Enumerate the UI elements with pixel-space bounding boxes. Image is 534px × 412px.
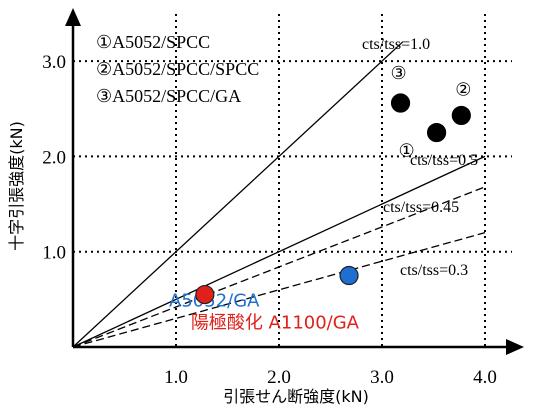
- point-label: 陽極酸化 A1100/GA: [191, 313, 360, 334]
- ratio-line: [72, 155, 486, 348]
- ratio-line-label: cts/tss=0.5: [410, 152, 478, 169]
- axes: [65, 8, 524, 355]
- ratio-line: [72, 186, 486, 348]
- legend-entry: ③A5052/SPCC/GA: [96, 86, 241, 106]
- point-marker-label: ③: [390, 63, 406, 84]
- ratio-line-label: cts/tss=1.0: [362, 36, 430, 53]
- point-marker-label: ②: [455, 79, 471, 100]
- ratio-line: [72, 41, 404, 348]
- data-point: [426, 122, 447, 143]
- y-axis-arrowhead: [65, 8, 81, 26]
- y-tick-label: 2.0: [42, 147, 66, 168]
- legend: ①A5052/SPCC ②A5052/SPCC/SPCC ③A5052/SPCC/G…: [96, 32, 259, 106]
- data-point: [451, 105, 471, 126]
- data-point: [390, 93, 411, 113]
- y-axis-title: 十字引張強度(kN): [7, 121, 26, 251]
- legend-entry: ①A5052/SPCC: [96, 32, 210, 52]
- y-tick-label: 1.0: [42, 243, 66, 264]
- ratio-line-label: cts/tss=0.45: [383, 199, 459, 216]
- x-tick-label: 1.0: [164, 367, 188, 388]
- y-tick-label: 3.0: [42, 52, 66, 73]
- ratio-line-label: cts/tss=0.3: [400, 262, 468, 279]
- x-tick-label: 2.0: [267, 367, 291, 388]
- data-point: [339, 265, 359, 286]
- x-axis-title: 引張せん断強度(kN): [223, 387, 369, 406]
- tick-labels: 1.0 2.0 3.0 4.0 1.0 2.0 3.0: [42, 52, 497, 388]
- x-tick-label: 4.0: [473, 367, 497, 388]
- grid-lines: [73, 14, 512, 347]
- legend-entry: ②A5052/SPCC/SPCC: [96, 59, 259, 79]
- x-tick-label: 3.0: [370, 367, 394, 388]
- ratio-lines: cts/tss=1.0 cts/tss=0.5 cts/tss=0.45 cts/ts…: [72, 36, 486, 348]
- point-marker-label: ①: [399, 141, 415, 162]
- point-label: A5052/GA: [169, 291, 260, 312]
- data-point: [195, 284, 215, 305]
- x-axis-arrowhead: [506, 339, 524, 355]
